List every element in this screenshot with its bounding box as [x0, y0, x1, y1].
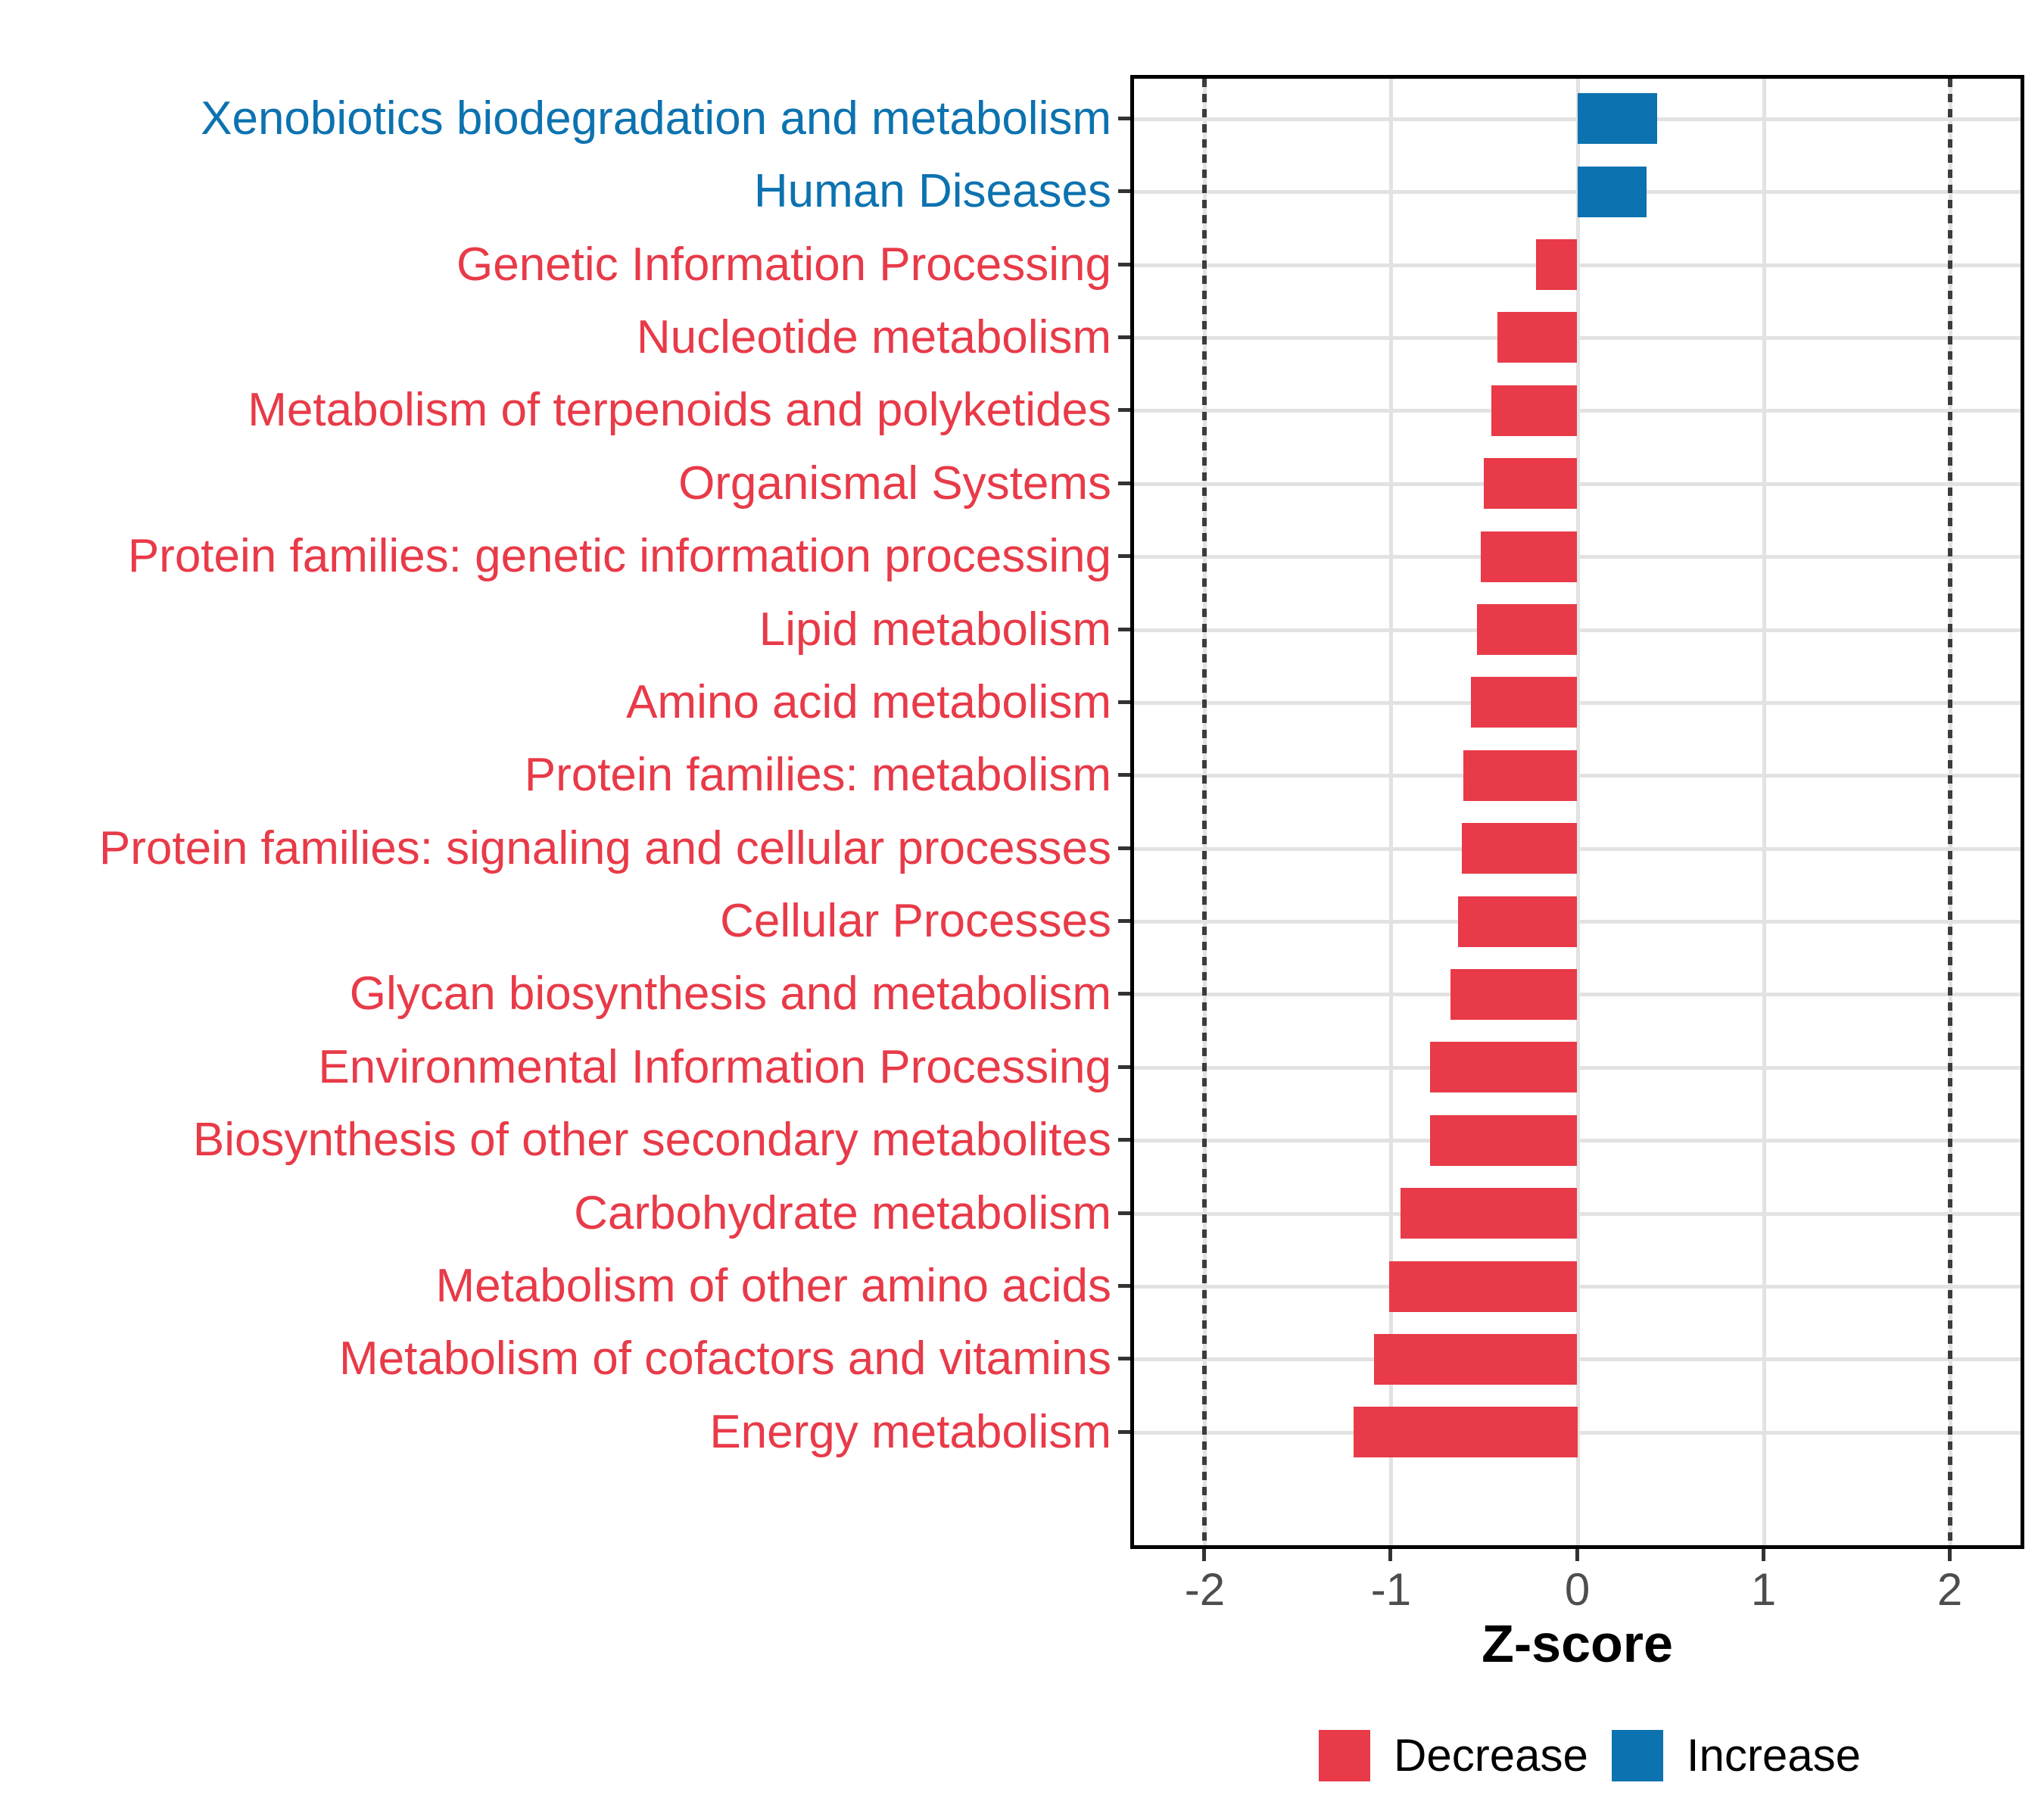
y-axis-tick	[1118, 1138, 1130, 1142]
bar	[1374, 1333, 1578, 1385]
y-axis-label: Carbohydrate metabolism	[574, 1186, 1111, 1239]
vertical-gridline	[1762, 79, 1766, 1545]
y-axis-label: Organismal Systems	[678, 457, 1111, 510]
y-axis-label: Lipid metabolism	[759, 603, 1111, 656]
bar	[1400, 1188, 1578, 1239]
y-axis-label: Nucleotide metabolism	[636, 310, 1111, 363]
legend-label-increase: Increase	[1686, 1730, 1861, 1781]
y-axis-label: Amino acid metabolism	[626, 675, 1111, 728]
horizontal-gridline	[1134, 700, 2021, 705]
x-axis-tick-label: 0	[1564, 1564, 1591, 1615]
x-axis-tick-label: -2	[1184, 1564, 1226, 1615]
y-axis-tick	[1118, 1429, 1130, 1434]
y-axis-tick	[1118, 700, 1130, 704]
y-axis-tick	[1118, 1284, 1130, 1288]
x-axis-tick	[1947, 1549, 1952, 1561]
bar	[1577, 93, 1658, 145]
y-axis-tick	[1118, 627, 1130, 631]
horizontal-gridline	[1134, 1357, 2021, 1362]
x-axis-title: Z-score	[1482, 1614, 1673, 1673]
bar	[1430, 1114, 1578, 1166]
vertical-gridline	[1389, 79, 1394, 1545]
y-axis-tick	[1118, 773, 1130, 778]
bar	[1536, 239, 1578, 291]
y-axis-label: Protein families: signaling and cellular…	[98, 821, 1111, 874]
y-axis-label: Cellular Processes	[720, 895, 1111, 948]
y-axis-label: Protein families: metabolism	[524, 749, 1111, 802]
y-axis-tick	[1118, 408, 1130, 413]
x-axis-tick-label: 2	[1937, 1564, 1963, 1615]
legend-swatch-decrease	[1319, 1730, 1371, 1781]
vertical-gridline	[1575, 79, 1580, 1545]
plot-panel	[1130, 75, 2024, 1549]
y-axis-label: Biosynthesis of other secondary metaboli…	[192, 1114, 1111, 1167]
horizontal-gridline	[1134, 1211, 2021, 1216]
y-axis-tick	[1118, 992, 1130, 996]
bar	[1497, 312, 1578, 363]
horizontal-gridline	[1134, 409, 2021, 413]
x-axis-tick	[1202, 1549, 1207, 1561]
reference-line-dotted	[1202, 79, 1207, 1545]
y-axis-label: Metabolism of terpenoids and polyketides	[248, 384, 1111, 437]
horizontal-gridline	[1134, 993, 2021, 997]
bar	[1461, 823, 1578, 874]
horizontal-gridline	[1134, 1285, 2021, 1289]
bar	[1463, 750, 1578, 801]
horizontal-gridline	[1134, 920, 2021, 924]
y-axis-tick	[1118, 481, 1130, 485]
bar	[1491, 385, 1578, 436]
y-axis-tick	[1118, 1211, 1130, 1215]
reference-line-dotted	[1947, 79, 1952, 1545]
x-axis-tick	[1575, 1549, 1579, 1561]
bar	[1476, 604, 1578, 656]
horizontal-gridline	[1134, 482, 2021, 486]
y-axis-tick	[1118, 116, 1130, 120]
x-axis-tick	[1388, 1549, 1393, 1561]
x-axis-tick	[1761, 1549, 1765, 1561]
y-axis-label: Metabolism of other amino acids	[435, 1260, 1111, 1312]
y-axis-label: Human Diseases	[753, 165, 1111, 218]
y-axis-label: Xenobiotics biodegradation and metabolis…	[201, 92, 1111, 145]
legend-swatch-increase	[1611, 1730, 1663, 1781]
y-axis-tick	[1118, 189, 1130, 194]
bar	[1484, 458, 1578, 510]
horizontal-gridline	[1134, 774, 2021, 778]
horizontal-gridline	[1134, 555, 2021, 559]
horizontal-gridline	[1134, 846, 2021, 851]
legend: Decrease Increase	[1022, 1729, 2044, 1782]
y-axis-label: Metabolism of cofactors and vitamins	[339, 1332, 1111, 1385]
y-axis-tick	[1118, 262, 1130, 266]
bar	[1450, 968, 1578, 1020]
bar	[1458, 896, 1578, 947]
horizontal-gridline	[1134, 628, 2021, 632]
bar	[1354, 1407, 1578, 1458]
bar	[1577, 166, 1647, 217]
y-axis-tick	[1118, 919, 1130, 924]
legend-label-decrease: Decrease	[1394, 1730, 1588, 1781]
y-axis-label: Protein families: genetic information pr…	[127, 530, 1111, 583]
y-axis-tick	[1118, 335, 1130, 339]
bar	[1471, 677, 1578, 728]
y-axis-label: Environmental Information Processing	[318, 1040, 1111, 1093]
y-axis-label: Genetic Information Processing	[456, 238, 1111, 291]
horizontal-gridline	[1134, 1139, 2021, 1143]
bar	[1388, 1261, 1578, 1312]
y-axis-label: Energy metabolism	[709, 1405, 1111, 1458]
y-axis-tick	[1118, 846, 1130, 850]
x-axis-tick-label: -1	[1370, 1564, 1412, 1615]
y-axis-tick	[1118, 1064, 1130, 1069]
horizontal-gridline	[1134, 1430, 2021, 1435]
bar	[1480, 531, 1578, 582]
bar	[1430, 1042, 1578, 1093]
y-axis-tick	[1118, 1357, 1130, 1361]
horizontal-gridline	[1134, 1065, 2021, 1070]
horizontal-gridline	[1134, 263, 2021, 267]
y-axis-tick	[1118, 554, 1130, 559]
horizontal-gridline	[1134, 335, 2021, 340]
y-axis-label: Glycan biosynthesis and metabolism	[349, 968, 1111, 1021]
x-axis-tick-label: 1	[1750, 1564, 1777, 1615]
